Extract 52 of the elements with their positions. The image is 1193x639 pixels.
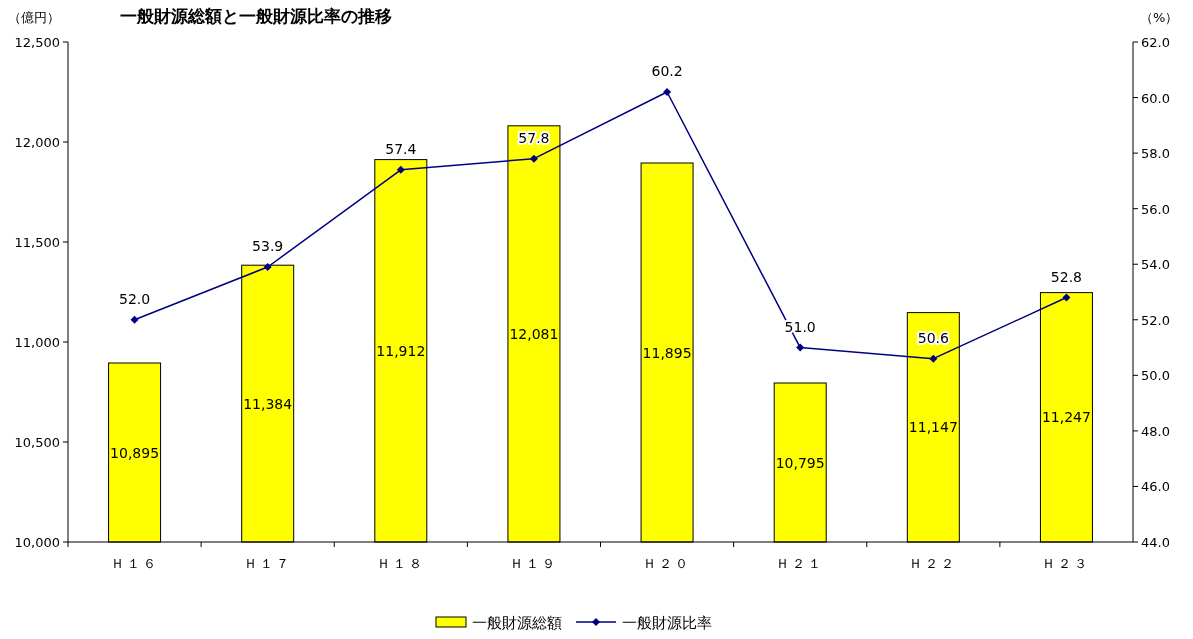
data-label: 11,147 (908, 419, 958, 436)
point (796, 343, 805, 352)
x-tick-label: Ｈ２０ (643, 556, 692, 571)
y-tick-label: 10,000 (14, 535, 60, 550)
data-label: 57.8 (518, 129, 550, 146)
legend-label: 一般財源比率 (622, 614, 712, 632)
data-label: 11,912 (376, 342, 426, 359)
data-label: 11,247 (1041, 409, 1091, 426)
chart-title: 一般財源総額と一般財源比率の推移 (120, 6, 392, 26)
point (130, 315, 139, 324)
x-tick-label: Ｈ１６ (110, 556, 159, 571)
y-tick-label: 12,500 (14, 35, 60, 50)
y2-tick-label: 48.0 (1141, 423, 1170, 439)
point (1062, 293, 1071, 302)
y2-tick-label: 56.0 (1141, 201, 1170, 217)
y2-tick-label: 50.0 (1141, 368, 1170, 384)
point (529, 154, 538, 163)
y2-tick-label: 52.0 (1141, 312, 1170, 328)
data-label: 52.8 (1050, 268, 1083, 285)
y-axis-title: （億円） (8, 10, 60, 25)
y-tick-label: 11,500 (14, 235, 60, 250)
y-tick-label: 11,000 (14, 335, 60, 350)
y2-tick-label: 44.0 (1141, 535, 1170, 550)
x-tick-label: Ｈ１９ (509, 556, 558, 571)
point (263, 263, 272, 271)
data-label: 50.6 (917, 329, 949, 346)
x-tick-label: Ｈ１８ (376, 556, 425, 571)
data-label: 57.4 (385, 140, 417, 157)
x-tick-label: Ｈ２２ (909, 556, 958, 571)
data-label: 53.9 (252, 238, 284, 254)
y2-tick-label: 60.0 (1141, 90, 1170, 106)
data-label: 10,895 (110, 444, 160, 461)
point (396, 165, 405, 174)
y2-tick-label: 46.0 (1141, 479, 1170, 495)
legend-label: 一般財源総額 (472, 614, 562, 632)
y-tick-label: 10,500 (14, 435, 60, 450)
data-label: 52.0 (118, 290, 151, 307)
x-tick-label: Ｈ２３ (1042, 556, 1091, 571)
x-tick-label: Ｈ１７ (243, 556, 292, 571)
x-tick-label: Ｈ２１ (776, 556, 825, 571)
y-tick-label: 12,000 (14, 135, 60, 150)
y2-axis-title: （%） (1140, 10, 1179, 25)
point (663, 88, 672, 96)
y2-tick-label: 58.0 (1141, 146, 1170, 162)
data-label: 11,384 (243, 395, 293, 412)
data-label: 60.2 (651, 63, 683, 79)
data-label: 12,081 (509, 325, 559, 342)
data-label: 10,795 (775, 454, 825, 471)
y2-tick-label: 62.0 (1141, 35, 1170, 50)
data-label: 11,895 (642, 344, 692, 361)
point (929, 354, 938, 363)
y2-tick-label: 54.0 (1141, 257, 1170, 273)
